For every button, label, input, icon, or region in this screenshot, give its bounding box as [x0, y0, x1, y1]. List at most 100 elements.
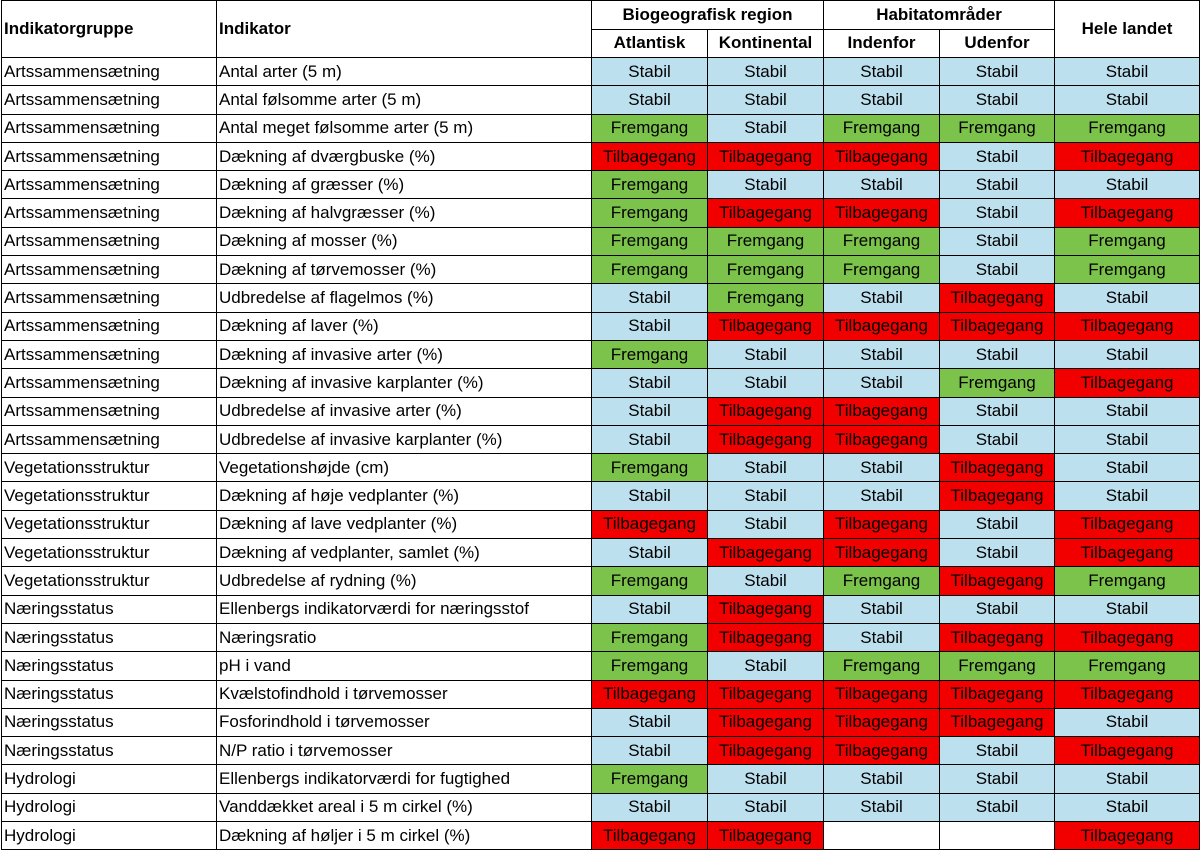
status-cell-continental: Stabil	[707, 481, 824, 511]
indicator-cell: Dækning af lave vedplanter (%)	[216, 509, 592, 540]
indicator-cell: Dækning af laver (%)	[216, 311, 592, 341]
indicator-group-cell: Vegetationsstruktur	[1, 538, 217, 568]
status-cell-country: Stabil	[1054, 707, 1200, 738]
indicator-cell: Næringsratio	[216, 622, 592, 653]
status-cell-inside	[823, 821, 940, 851]
status-cell-continental: Fremgang	[707, 255, 824, 285]
status-cell-atlantic: Fremgang	[591, 339, 708, 370]
indicator-group-cell: Artssammensætning	[1, 255, 217, 285]
table-row: Vegetationsstruktur Dækning af vedplanter…	[1, 538, 1200, 568]
table-row: Artssammensætning Dækning af halvgræsser …	[1, 198, 1200, 228]
status-cell-inside: Stabil	[823, 622, 940, 653]
header-atlantic: Atlantisk	[591, 28, 708, 58]
header-inside: Indenfor	[823, 28, 940, 58]
status-cell-continental: Tilbagegang	[707, 622, 824, 653]
indicator-group-cell: Næringsstatus	[1, 707, 217, 738]
status-cell-atlantic: Stabil	[591, 424, 708, 455]
status-cell-atlantic: Stabil	[591, 311, 708, 341]
status-cell-atlantic: Stabil	[591, 736, 708, 766]
status-cell-atlantic: Tilbagegang	[591, 141, 708, 172]
status-cell-country: Stabil	[1054, 56, 1200, 87]
status-cell-inside: Stabil	[823, 170, 940, 200]
status-cell-inside: Tilbagegang	[823, 509, 940, 540]
status-cell-atlantic: Fremgang	[591, 113, 708, 143]
indicator-group-cell: Artssammensætning	[1, 424, 217, 455]
status-cell-continental: Tilbagegang	[707, 736, 824, 766]
indicator-cell: Udbredelse af flagelmos (%)	[216, 283, 592, 313]
status-cell-atlantic: Fremgang	[591, 764, 708, 794]
status-cell-inside: Tilbagegang	[823, 679, 940, 709]
header-row-1: Indikatorgruppe Indikator Biogeografisk …	[1, 0, 1200, 58]
header-outside: Udenfor	[938, 28, 1056, 58]
header-indicator-group: Indikatorgruppe	[1, 0, 217, 58]
status-cell-country: Stabil	[1054, 283, 1200, 313]
indicator-cell: Antal arter (5 m)	[216, 56, 592, 87]
status-cell-country: Tilbagegang	[1054, 736, 1200, 766]
status-cell-outside: Stabil	[938, 198, 1056, 228]
status-cell-continental: Stabil	[707, 453, 824, 483]
table-row: Hydrologi Vanddækket areal i 5 m cirkel (…	[1, 792, 1200, 823]
status-cell-atlantic: Tilbagegang	[591, 679, 708, 709]
status-cell-continental: Fremgang	[707, 283, 824, 313]
table-row: Hydrologi Ellenbergs indikatorværdi for f…	[1, 764, 1200, 794]
indicator-group-cell: Artssammensætning	[1, 141, 217, 172]
status-cell-inside: Stabil	[823, 594, 940, 624]
indicator-cell: Vegetationshøjde (cm)	[216, 453, 592, 483]
table-row: Artssammensætning Udbredelse af flagelmos…	[1, 283, 1200, 313]
status-cell-atlantic: Stabil	[591, 85, 708, 115]
header-habitat-areas: Habitatområder	[822, 0, 1056, 30]
indicator-group-cell: Næringsstatus	[1, 651, 217, 681]
status-cell-outside: Stabil	[938, 509, 1056, 540]
indicator-group-cell: Artssammensætning	[1, 283, 217, 313]
status-cell-country: Tilbagegang	[1054, 679, 1200, 709]
indicator-group-cell: Artssammensætning	[1, 85, 217, 115]
status-cell-continental: Stabil	[707, 170, 824, 200]
status-cell-country: Tilbagegang	[1054, 538, 1200, 568]
indicator-group-cell: Hydrologi	[1, 792, 217, 823]
status-cell-inside: Stabil	[823, 453, 940, 483]
status-cell-atlantic: Fremgang	[591, 453, 708, 483]
indicator-cell: N/P ratio i tørvemosser	[216, 736, 592, 766]
table-row: Artssammensætning Dækning af laver (%) Sta…	[1, 311, 1200, 341]
indicator-cell: Vanddækket areal i 5 m cirkel (%)	[216, 792, 592, 823]
status-cell-country: Tilbagegang	[1054, 198, 1200, 228]
status-cell-atlantic: Fremgang	[591, 651, 708, 681]
table-row: Artssammensætning Antal arter (5 m) Stabil…	[1, 56, 1200, 87]
status-cell-inside: Tilbagegang	[823, 736, 940, 766]
table-row: Næringsstatus pH i vand Fremgang Stabil Frem…	[1, 651, 1200, 681]
status-cell-outside: Fremgang	[938, 651, 1056, 681]
status-cell-country: Tilbagegang	[1054, 821, 1200, 851]
indicator-cell: Dækning af invasive karplanter (%)	[216, 368, 592, 398]
indicator-group-cell: Artssammensætning	[1, 198, 217, 228]
status-cell-inside: Stabil	[823, 764, 940, 794]
indicator-group-cell: Artssammensætning	[1, 396, 217, 426]
indicator-group-cell: Artssammensætning	[1, 368, 217, 398]
table-row: Artssammensætning Dækning af invasive art…	[1, 339, 1200, 370]
status-cell-atlantic: Tilbagegang	[591, 821, 708, 851]
table-row: Næringsstatus N/P ratio i tørvemosser Stab…	[1, 736, 1200, 766]
status-cell-continental: Tilbagegang	[707, 198, 824, 228]
status-cell-atlantic: Stabil	[591, 594, 708, 624]
status-cell-outside: Tilbagegang	[938, 622, 1056, 653]
indicator-cell: Kvælstofindhold i tørvemosser	[216, 679, 592, 709]
status-cell-inside: Tilbagegang	[823, 424, 940, 455]
table-row: Artssammensætning Dækning af græsser (%) F…	[1, 170, 1200, 200]
status-cell-atlantic: Stabil	[591, 56, 708, 87]
status-cell-outside: Stabil	[938, 736, 1056, 766]
status-cell-inside: Fremgang	[823, 226, 940, 257]
indicator-cell: Dækning af høljer i 5 m cirkel (%)	[216, 821, 592, 851]
indicator-group-cell: Artssammensætning	[1, 339, 217, 370]
indicator-cell: Udbredelse af invasive karplanter (%)	[216, 424, 592, 455]
status-cell-continental: Stabil	[707, 368, 824, 398]
indicator-cell: Dækning af tørvemosser (%)	[216, 255, 592, 285]
header-biogeographic-region: Biogeografisk region	[591, 0, 824, 30]
status-cell-outside: Stabil	[938, 85, 1056, 115]
indicator-group-cell: Vegetationsstruktur	[1, 566, 217, 596]
table-row: Artssammensætning Dækning af invasive kar…	[1, 368, 1200, 398]
table-row: Artssammensætning Dækning af dværgbuske (…	[1, 141, 1200, 172]
status-cell-country: Stabil	[1054, 424, 1200, 455]
status-cell-atlantic: Tilbagegang	[591, 509, 708, 540]
indicator-cell: Ellenbergs indikatorværdi for næringssto…	[216, 594, 592, 624]
status-cell-continental: Stabil	[707, 85, 824, 115]
status-cell-outside: Stabil	[938, 764, 1056, 794]
